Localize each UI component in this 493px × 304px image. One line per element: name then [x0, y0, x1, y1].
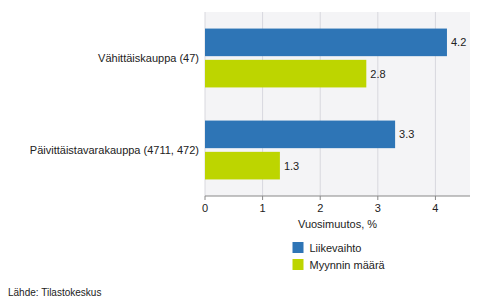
bar	[205, 60, 366, 88]
category-label: Vähittäiskauppa (47)	[98, 52, 199, 64]
data-label: 3.3	[399, 128, 414, 140]
legend-swatch	[293, 242, 304, 253]
tick-mark	[205, 196, 206, 200]
tick-label: 0	[202, 202, 208, 214]
data-label: 2.8	[370, 68, 385, 80]
tick-mark	[320, 196, 321, 200]
bar	[205, 121, 395, 149]
category-label: Päivittäistavarakauppa (4711, 472)	[30, 144, 199, 156]
plot-background	[205, 12, 470, 196]
x-axis-line	[205, 196, 470, 197]
tick-mark	[377, 196, 378, 200]
tick-label: 1	[260, 202, 266, 214]
tick-label: 3	[375, 202, 381, 214]
source-note: Lähde: Tilastokeskus	[8, 287, 101, 298]
tick-mark	[435, 196, 436, 200]
tick-label: 2	[317, 202, 323, 214]
bar	[205, 152, 280, 180]
tick-label: 4	[432, 202, 438, 214]
bar	[205, 29, 447, 57]
legend-label: Myynnin määrä	[310, 259, 386, 271]
bars	[205, 29, 447, 180]
x-axis-label: Vuosimuutos, %	[298, 218, 377, 230]
legend: Liikevaihto Myynnin määrä	[293, 242, 386, 271]
data-label: 4.2	[451, 36, 466, 48]
legend-label: Liikevaihto	[310, 242, 362, 254]
data-label: 1.3	[284, 160, 299, 172]
tick-mark	[262, 196, 263, 200]
chart: 0 1 2 3 4 Vuosimuutos, % Päivittäistavarakaupp…	[0, 0, 493, 304]
legend-swatch	[293, 259, 304, 270]
